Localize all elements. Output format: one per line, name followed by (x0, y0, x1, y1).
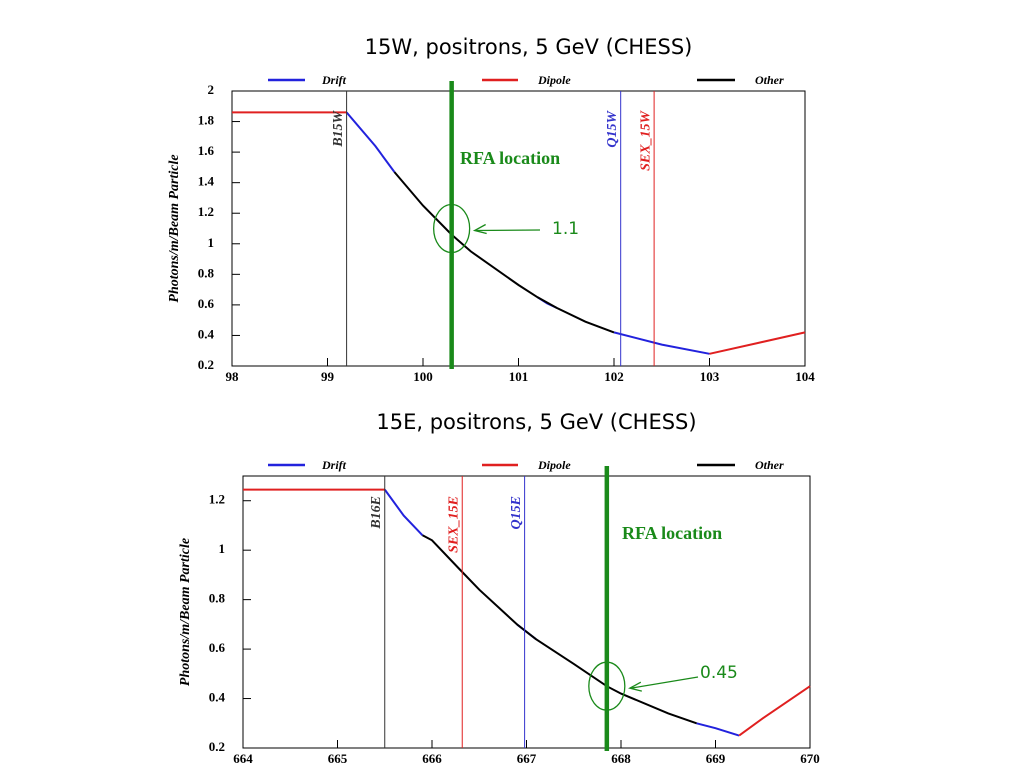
x-tick-label: 668 (611, 751, 631, 766)
x-tick-label: 665 (328, 751, 348, 766)
rfa-value: 1.1 (552, 219, 579, 239)
y-tick-label: 1.8 (198, 113, 215, 128)
x-tick-label: 666 (422, 751, 442, 766)
series-line (243, 488, 811, 737)
y-tick-label: 0.8 (198, 265, 215, 280)
legend-label: Dipole (537, 458, 571, 472)
y-tick-label: 0.4 (198, 326, 215, 341)
y-tick-label: 0.6 (209, 640, 226, 655)
x-tick-label: 99 (321, 369, 335, 384)
y-tick-label: 2 (208, 82, 215, 97)
x-tick-label: 669 (706, 751, 726, 766)
y-tick-label: 1.6 (198, 143, 215, 158)
rfa-arrowhead (628, 681, 642, 692)
x-tick-label: 103 (700, 369, 720, 384)
legend-label: Other (755, 458, 784, 472)
y-tick-label: 1.4 (198, 174, 215, 189)
rfa-label: RFA location (622, 523, 722, 543)
rfa-circle (432, 203, 471, 254)
x-tick-label: 102 (604, 369, 624, 384)
marker-label: SEX_15E (446, 496, 461, 553)
plot-frame (231, 90, 806, 367)
y-tick-label: 1 (208, 235, 215, 250)
plot-frame (242, 475, 811, 749)
rfa-arrowhead (472, 223, 487, 235)
y-tick-label: 0.8 (209, 591, 226, 606)
x-tick-label: 101 (509, 369, 529, 384)
rfa-value: 0.45 (700, 663, 738, 683)
x-tick-label: 664 (233, 751, 253, 766)
legend-label: Drift (321, 458, 347, 472)
y-tick-label: 0.6 (198, 296, 215, 311)
rfa-arrow (475, 229, 541, 232)
y-tick-label: 0.2 (209, 739, 225, 754)
rfa-circle (588, 661, 626, 711)
series-line (393, 171, 615, 334)
x-tick-label: 100 (413, 369, 433, 384)
y-tick-label: 1.2 (209, 492, 225, 507)
legend-label: Dipole (537, 73, 571, 87)
y-tick-label: 0.2 (198, 357, 214, 372)
series-line (232, 111, 806, 355)
y-tick-label: 1 (219, 541, 226, 556)
y-tick-label: 1.2 (198, 204, 214, 219)
marker-label: Q15W (605, 109, 620, 147)
y-axis-label: Photons/m/Beam Particle (167, 154, 182, 302)
marker-label: B16E (369, 496, 384, 530)
x-tick-label: 667 (517, 751, 537, 766)
y-tick-label: 0.4 (209, 690, 226, 705)
marker-label: SEX_15W (638, 109, 653, 170)
y-axis-label: Photons/m/Beam Particle (178, 538, 193, 686)
rfa-label: RFA location (460, 148, 560, 168)
x-tick-label: 670 (800, 751, 820, 766)
x-tick-label: 104 (795, 369, 815, 384)
marker-label: B15W (331, 109, 346, 147)
series-line (422, 534, 697, 725)
chart-title: 15E, positrons, 5 GeV (CHESS) (376, 410, 696, 434)
rfa-arrow (630, 676, 699, 689)
marker-label: Q15E (509, 496, 524, 529)
legend-label: Drift (321, 73, 347, 87)
chart-title: 15W, positrons, 5 GeV (CHESS) (365, 35, 693, 59)
x-tick-label: 98 (226, 369, 240, 384)
legend-label: Other (755, 73, 784, 87)
